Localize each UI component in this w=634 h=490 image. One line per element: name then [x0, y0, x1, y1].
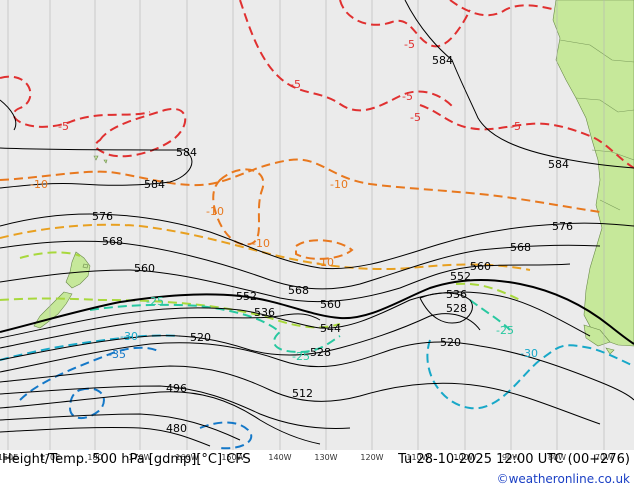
temperature-labels: -5 -5 -5 -5 -5 -5 -10 -10 -10 -10 -10 -2… [30, 38, 538, 363]
contour-536 [0, 292, 473, 349]
temp-label: -5 [404, 38, 415, 51]
lon-label: 170E [40, 453, 60, 462]
contour-496 [0, 391, 321, 445]
height-labels: 584 584 584 584 576 576 568 568 568 560 … [92, 54, 573, 435]
chatham-islands [82, 263, 89, 269]
height-label: 528 [310, 346, 331, 359]
map-caption: Height/Temp. 500 hPa [gdmp][°C] CFS Tu 2… [2, 452, 632, 468]
isotherm-minus20 [0, 251, 521, 329]
isotherm-minus15 [0, 223, 531, 271]
height-contours [0, 0, 634, 447]
contour-568 [0, 240, 601, 290]
isotherm-minus25 [89, 299, 511, 354]
lon-label: 180 [87, 453, 102, 462]
isotherm-minus5-loop [94, 107, 187, 158]
contour-480 [0, 426, 211, 447]
contour-488 [0, 413, 241, 441]
height-label: 560 [320, 298, 341, 311]
height-label: 568 [510, 241, 531, 254]
height-label: 496 [166, 382, 187, 395]
lon-label: 120W [360, 453, 383, 462]
isotherm-minus35 [19, 346, 253, 450]
lon-label: 90W [502, 453, 520, 462]
temp-label: -10 [30, 178, 48, 191]
contour-584-north [404, 0, 634, 169]
contour-520 [0, 341, 634, 401]
isotherm-minus5-mid [0, 0, 453, 128]
isotherm-minus10-loop [212, 168, 265, 246]
height-label: 584 [432, 54, 453, 67]
lon-label: 70W [595, 453, 613, 462]
height-label: 536 [446, 288, 467, 301]
new-zealand-south-island [33, 291, 73, 329]
lon-label: 130W [314, 453, 337, 462]
temp-label: -35 [108, 348, 126, 361]
height-label: 552 [450, 270, 471, 283]
credit-link[interactable]: ©weatheronline.co.uk [496, 472, 630, 486]
longitude-grid [7, 0, 605, 450]
map-title: Height/Temp. 500 hPa [gdmp][°C] CFS [2, 452, 251, 467]
isotherm-minus5-north [339, 0, 557, 48]
contour-584-west [0, 99, 17, 131]
land-masses [33, 0, 634, 355]
new-zealand-north-island [65, 251, 91, 289]
height-label: 544 [320, 322, 341, 335]
contour-528 [0, 313, 481, 361]
temp-label: -10 [252, 237, 270, 250]
lon-label: 150W [221, 453, 244, 462]
lon-label: 80W [548, 453, 566, 462]
temp-label: -10 [206, 205, 224, 218]
height-label: 528 [446, 302, 467, 315]
valid-time: Tu 28-10-2025 12:00 UTC (00+276) [398, 452, 630, 467]
height-label: 512 [292, 387, 313, 400]
lon-label: 170W [128, 453, 151, 462]
land-borders [559, 39, 634, 211]
contour-512 [0, 365, 601, 425]
temp-label: -5 [402, 90, 413, 103]
height-label: 536 [254, 306, 275, 319]
isotherm-minus10 [0, 158, 601, 213]
temp-label: -30 [520, 347, 538, 360]
height-label: 584 [176, 146, 197, 159]
height-label: 568 [288, 284, 309, 297]
height-label: 560 [134, 262, 155, 275]
temp-label: -5 [510, 120, 521, 133]
height-label: 576 [552, 220, 573, 233]
temp-label: -10 [330, 178, 348, 191]
temp-label: -25 [292, 350, 310, 363]
contour-544 [0, 291, 591, 339]
lon-label: 160E [0, 453, 18, 462]
height-label: 584 [144, 178, 165, 191]
temp-label: -5 [58, 120, 69, 133]
contour-552 [0, 278, 634, 345]
temp-label: -30 [120, 330, 138, 343]
contour-560 [0, 263, 571, 303]
temp-label: -5 [290, 78, 301, 91]
height-label: 568 [102, 235, 123, 248]
height-label: 520 [440, 336, 461, 349]
height-label: 552 [236, 290, 257, 303]
isotherm-minus5-east [419, 104, 634, 169]
contour-504 [0, 385, 351, 429]
isotherm-minus10-loop-b [295, 239, 354, 260]
height-label: 576 [92, 210, 113, 223]
temp-label: -10 [316, 256, 334, 269]
height-label: 520 [190, 331, 211, 344]
height-label: 584 [548, 158, 569, 171]
contour-576 [0, 213, 634, 270]
lon-label: 140W [268, 453, 291, 462]
temp-label: -25 [146, 295, 164, 308]
longitude-labels: 160E 170E 180 170W 160W 150W 140W 130W 1… [0, 453, 613, 462]
temperature-isotherms [0, 0, 634, 450]
height-label: 480 [166, 422, 187, 435]
lon-label: 110W [406, 453, 429, 462]
lon-label: 160W [175, 453, 198, 462]
height-label: 560 [470, 260, 491, 273]
contour-584-south [0, 147, 193, 189]
temp-label: -5 [410, 111, 421, 124]
temp-label: -25 [496, 324, 514, 337]
lon-label: 100W [453, 453, 476, 462]
